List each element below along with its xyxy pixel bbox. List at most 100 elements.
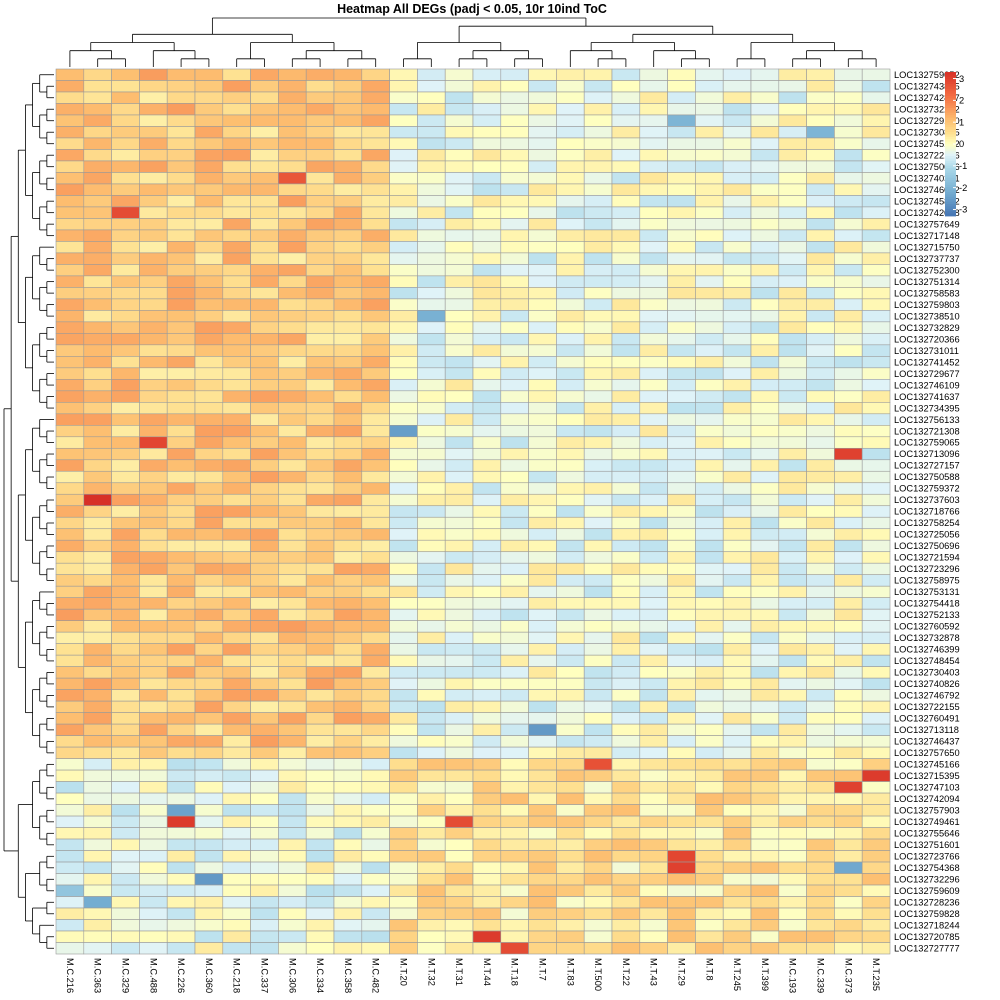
heatmap-cell [750,505,780,518]
heatmap-cell [222,608,251,621]
heatmap-cell [722,68,752,81]
heatmap-cell [194,149,224,162]
heatmap-cell [528,723,557,736]
heatmap-cell [806,896,835,909]
heatmap-cell [139,700,168,713]
column-label: M.C.218 [232,958,242,993]
heatmap-cell [667,608,696,621]
heatmap-cell [361,287,390,300]
heatmap-cell [611,172,641,185]
heatmap-cell [583,310,613,323]
heatmap-cell [806,689,835,702]
heatmap-cell [472,482,502,495]
heatmap-cell [695,930,724,943]
heatmap-cell [806,505,835,518]
heatmap-cell [528,183,557,196]
heatmap-cell [417,80,446,93]
heatmap-cell [834,677,863,690]
heatmap-cell [472,620,502,633]
heatmap-cell [722,80,752,93]
heatmap-cell [528,654,557,667]
heatmap-cell [667,379,696,392]
heatmap-cell [389,884,418,897]
heatmap-cell [750,574,780,587]
heatmap-cell [695,781,724,794]
legend-gradient-segment [945,74,956,78]
heatmap-cell [639,183,668,196]
heatmap-cell [250,907,279,920]
heatmap-cell [583,379,613,392]
heatmap-cell [472,769,502,782]
heatmap-cell [361,447,390,461]
heatmap-cell [750,80,780,93]
heatmap-cell [639,252,668,265]
heatmap-cell [583,447,613,461]
heatmap-cell [305,677,335,690]
heatmap-cell [55,758,85,771]
heatmap-cell [695,424,724,438]
heatmap-cell [417,310,446,323]
heatmap-cell [778,585,807,599]
heatmap-cell [500,758,529,771]
heatmap-cell [750,160,780,173]
heatmap-cell [778,206,807,219]
heatmap-cell [278,126,307,139]
heatmap-cell [444,183,474,196]
heatmap-cell [778,896,807,909]
heatmap-cell [250,298,279,311]
heatmap-cell [83,103,112,116]
heatmap-cell [500,183,529,196]
legend-gradient-segment [945,134,956,138]
heatmap-cell [472,160,502,173]
heatmap-cell [722,723,752,736]
heatmap-cell [278,160,307,173]
heatmap-cell [166,160,196,173]
heatmap-cell [639,528,668,541]
heatmap-cell [333,505,363,518]
heatmap-cell [695,114,724,127]
heatmap-cell [834,551,863,564]
heatmap-cell [472,505,502,518]
heatmap-cell [166,827,196,840]
heatmap-cell [278,896,307,909]
heatmap-cell [834,183,863,196]
heatmap-cell [83,252,112,265]
heatmap-cell [750,91,780,104]
heatmap-cell [250,723,279,736]
heatmap-cell [806,68,835,81]
heatmap-cell [806,206,835,219]
heatmap-cell [722,195,752,208]
heatmap-cell [417,896,446,909]
heatmap-cell [472,206,502,219]
heatmap-cell [278,436,307,449]
column-label: M.C.339 [816,958,826,993]
heatmap-cell [528,758,557,771]
heatmap-cell [333,241,363,254]
heatmap-cell [500,287,529,300]
heatmap-cell [722,172,752,185]
heatmap-cell [361,379,390,392]
heatmap-cell [389,183,418,196]
heatmap-cell [333,356,363,369]
heatmap-cell [722,91,752,104]
heatmap-cell [83,528,112,541]
heatmap-cell [500,505,529,518]
heatmap-cell [166,114,196,127]
heatmap-cell [695,919,724,932]
heatmap-cell [333,815,363,828]
heatmap-cell [500,126,529,139]
heatmap-cell [222,287,251,300]
heatmap-cell [250,482,279,495]
heatmap-cell [444,838,474,851]
heatmap-cell [583,516,613,530]
heatmap-cell [222,402,251,415]
heatmap-cell [750,367,780,380]
heatmap-cell [333,907,363,920]
heatmap-cell [389,666,418,679]
heatmap-cell [722,861,752,874]
heatmap-cell [444,218,474,231]
heatmap-cell [278,769,307,782]
row-label: LOC132758254 [894,518,960,528]
heatmap-cell [333,643,363,656]
heatmap-cell [472,804,502,817]
